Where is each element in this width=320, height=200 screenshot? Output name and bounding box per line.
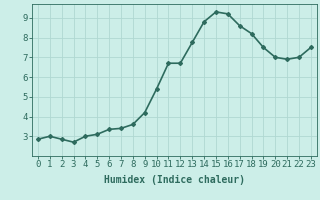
X-axis label: Humidex (Indice chaleur): Humidex (Indice chaleur) xyxy=(104,175,245,185)
